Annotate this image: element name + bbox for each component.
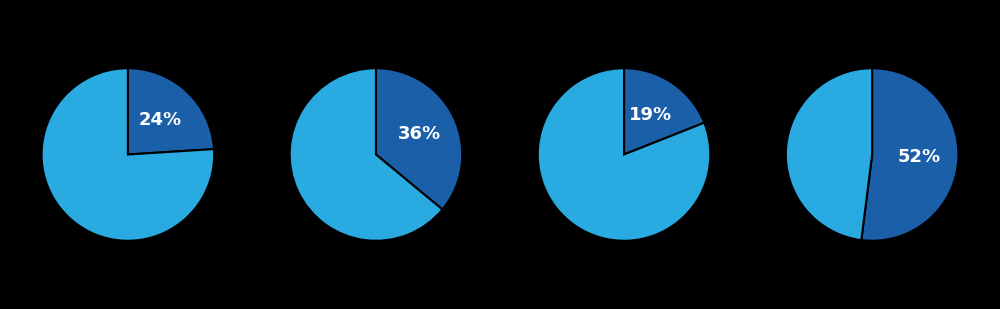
Text: 36%: 36% [397, 125, 440, 143]
Wedge shape [290, 68, 442, 241]
Wedge shape [624, 68, 704, 154]
Text: 52%: 52% [898, 149, 941, 167]
Wedge shape [786, 68, 872, 240]
Wedge shape [376, 68, 462, 210]
Wedge shape [42, 68, 214, 241]
Wedge shape [538, 68, 710, 241]
Wedge shape [128, 68, 214, 154]
Wedge shape [861, 68, 958, 241]
Text: 24%: 24% [139, 111, 182, 129]
Text: 19%: 19% [629, 106, 672, 124]
